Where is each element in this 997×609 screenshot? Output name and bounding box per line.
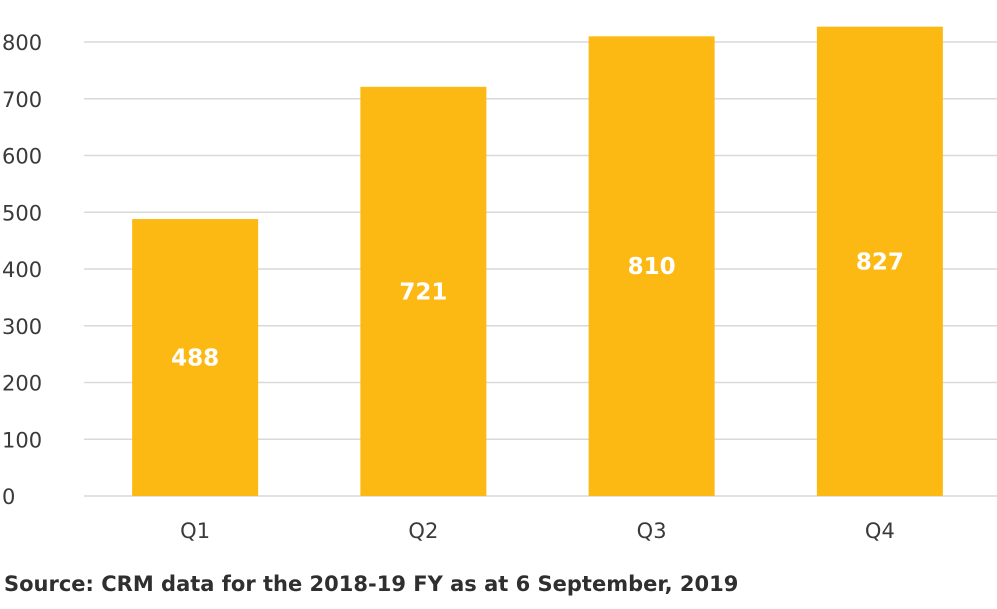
source-note: Source: CRM data for the 2018-19 FY as a… xyxy=(4,572,739,596)
bar-q3 xyxy=(588,36,715,496)
data-label-q3: 810 xyxy=(628,254,676,280)
bar-q1 xyxy=(132,219,259,496)
bar-q2 xyxy=(360,86,487,497)
data-label-q2: 721 xyxy=(399,279,447,305)
bars xyxy=(132,26,943,497)
x-tick-label-q2: Q2 xyxy=(408,519,438,543)
y-tick-label: 100 xyxy=(2,428,42,452)
y-tick-label: 600 xyxy=(2,145,42,169)
bar-data-labels: 488 721 810 827 xyxy=(171,249,904,371)
y-tick-label: 200 xyxy=(2,372,42,396)
y-axis-tick-labels: 0 100 200 300 400 500 600 700 800 xyxy=(2,31,42,509)
bar-q4 xyxy=(816,26,943,497)
y-tick-label: 400 xyxy=(2,258,42,282)
data-label-q1: 488 xyxy=(171,346,219,372)
x-tick-label-q1: Q1 xyxy=(180,519,210,543)
y-tick-label: 800 xyxy=(2,31,42,55)
y-tick-label: 300 xyxy=(2,315,42,339)
data-label-q4: 827 xyxy=(856,249,904,275)
chart-svg: 0 100 200 300 400 500 600 700 800 488 721 810 827 Q… xyxy=(2,26,997,543)
bar-chart: 0 100 200 300 400 500 600 700 800 488 721 810 827 Q… xyxy=(2,26,997,543)
y-tick-label: 700 xyxy=(2,88,42,112)
x-tick-label-q4: Q4 xyxy=(865,519,895,543)
y-tick-label: 0 xyxy=(2,485,15,509)
x-tick-label-q3: Q3 xyxy=(637,519,667,543)
x-axis-tick-labels: Q1 Q2 Q3 Q4 xyxy=(180,519,895,543)
y-tick-label: 500 xyxy=(2,201,42,225)
